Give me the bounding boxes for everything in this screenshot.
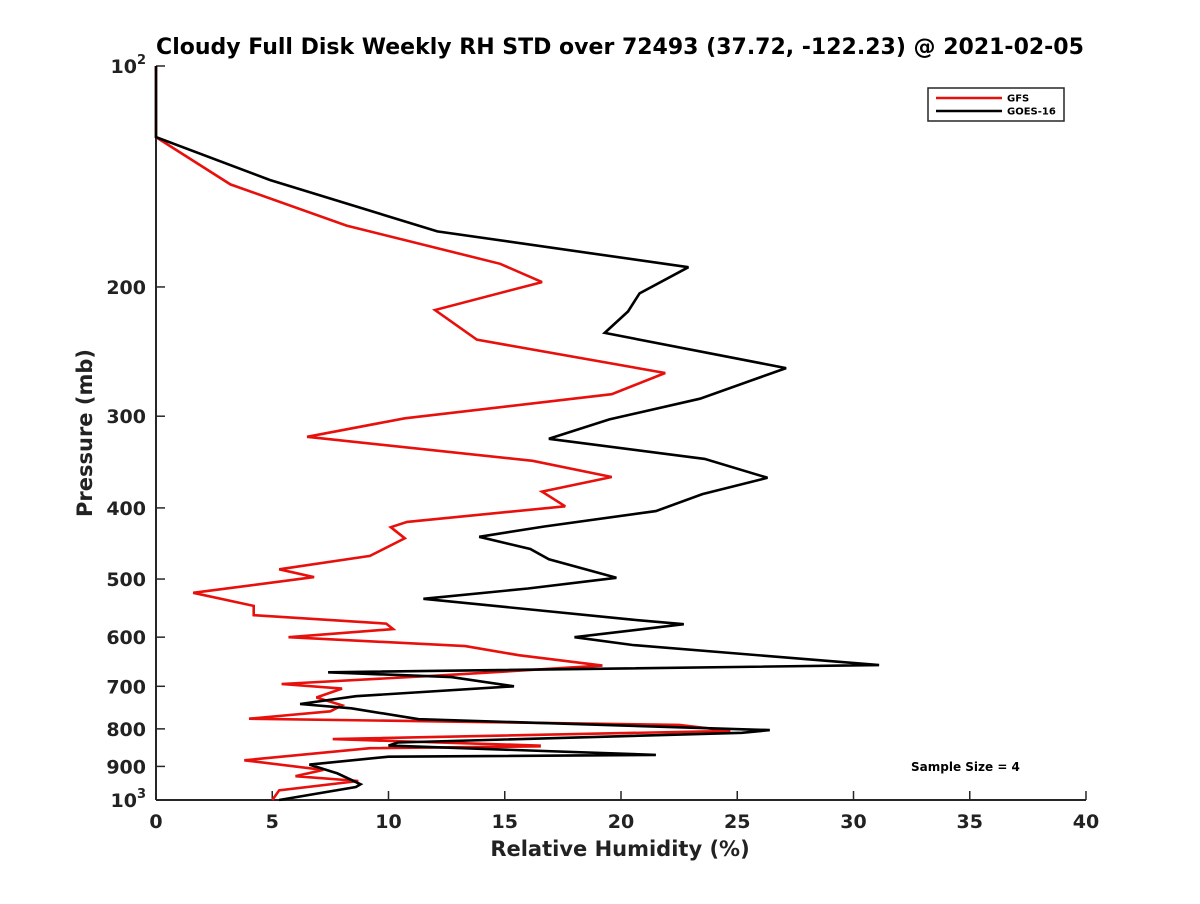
x-tick-label: 40: [1073, 811, 1099, 833]
legend-label-gfs: GFS: [1007, 94, 1029, 105]
x-tick-label: 30: [840, 811, 866, 833]
y-tick-label: 103: [111, 787, 147, 812]
chart-title: Cloudy Full Disk Weekly RH STD over 7249…: [156, 35, 1084, 60]
sample-size-annotation: Sample Size = 4: [911, 760, 1020, 774]
series-line-gfs: [154, 66, 731, 801]
x-tick-label: 5: [266, 811, 279, 833]
x-tick-label: 0: [149, 811, 162, 833]
x-axis-label: Relative Humidity (%): [490, 837, 749, 861]
axes: [155, 66, 1086, 801]
y-tick-label: 500: [106, 569, 146, 591]
x-tick-label: 25: [724, 811, 750, 833]
legend-label-goes16: GOES-16: [1007, 107, 1056, 118]
series-line-goes16: [154, 66, 880, 802]
x-tick-label: 35: [957, 811, 983, 833]
series-layer: [154, 66, 880, 802]
x-tick-label: 20: [608, 811, 634, 833]
y-tick-label: 400: [106, 498, 146, 520]
y-tick-label: 102: [111, 53, 147, 78]
x-ticks: 0 5 10 15 20 25 30 35 40: [149, 791, 1099, 833]
y-tick-base: 10: [111, 56, 137, 78]
x-tick-label: 15: [492, 811, 518, 833]
x-tick-label: 10: [375, 811, 401, 833]
y-tick-label: 300: [106, 406, 146, 428]
y-tick-base: 10: [111, 790, 137, 812]
y-tick-exponent: 3: [137, 787, 146, 802]
legend-box: [927, 87, 1065, 122]
y-tick-label: 600: [106, 627, 146, 649]
y-axis-label: Pressure (mb): [73, 349, 97, 517]
legend: GFS GOES-16: [927, 87, 1065, 122]
y-tick-exponent: 2: [137, 53, 146, 68]
y-tick-label: 700: [106, 676, 146, 698]
y-tick-label: 200: [106, 277, 146, 299]
y-tick-label: 800: [106, 719, 146, 741]
y-tick-label: 900: [106, 756, 146, 778]
